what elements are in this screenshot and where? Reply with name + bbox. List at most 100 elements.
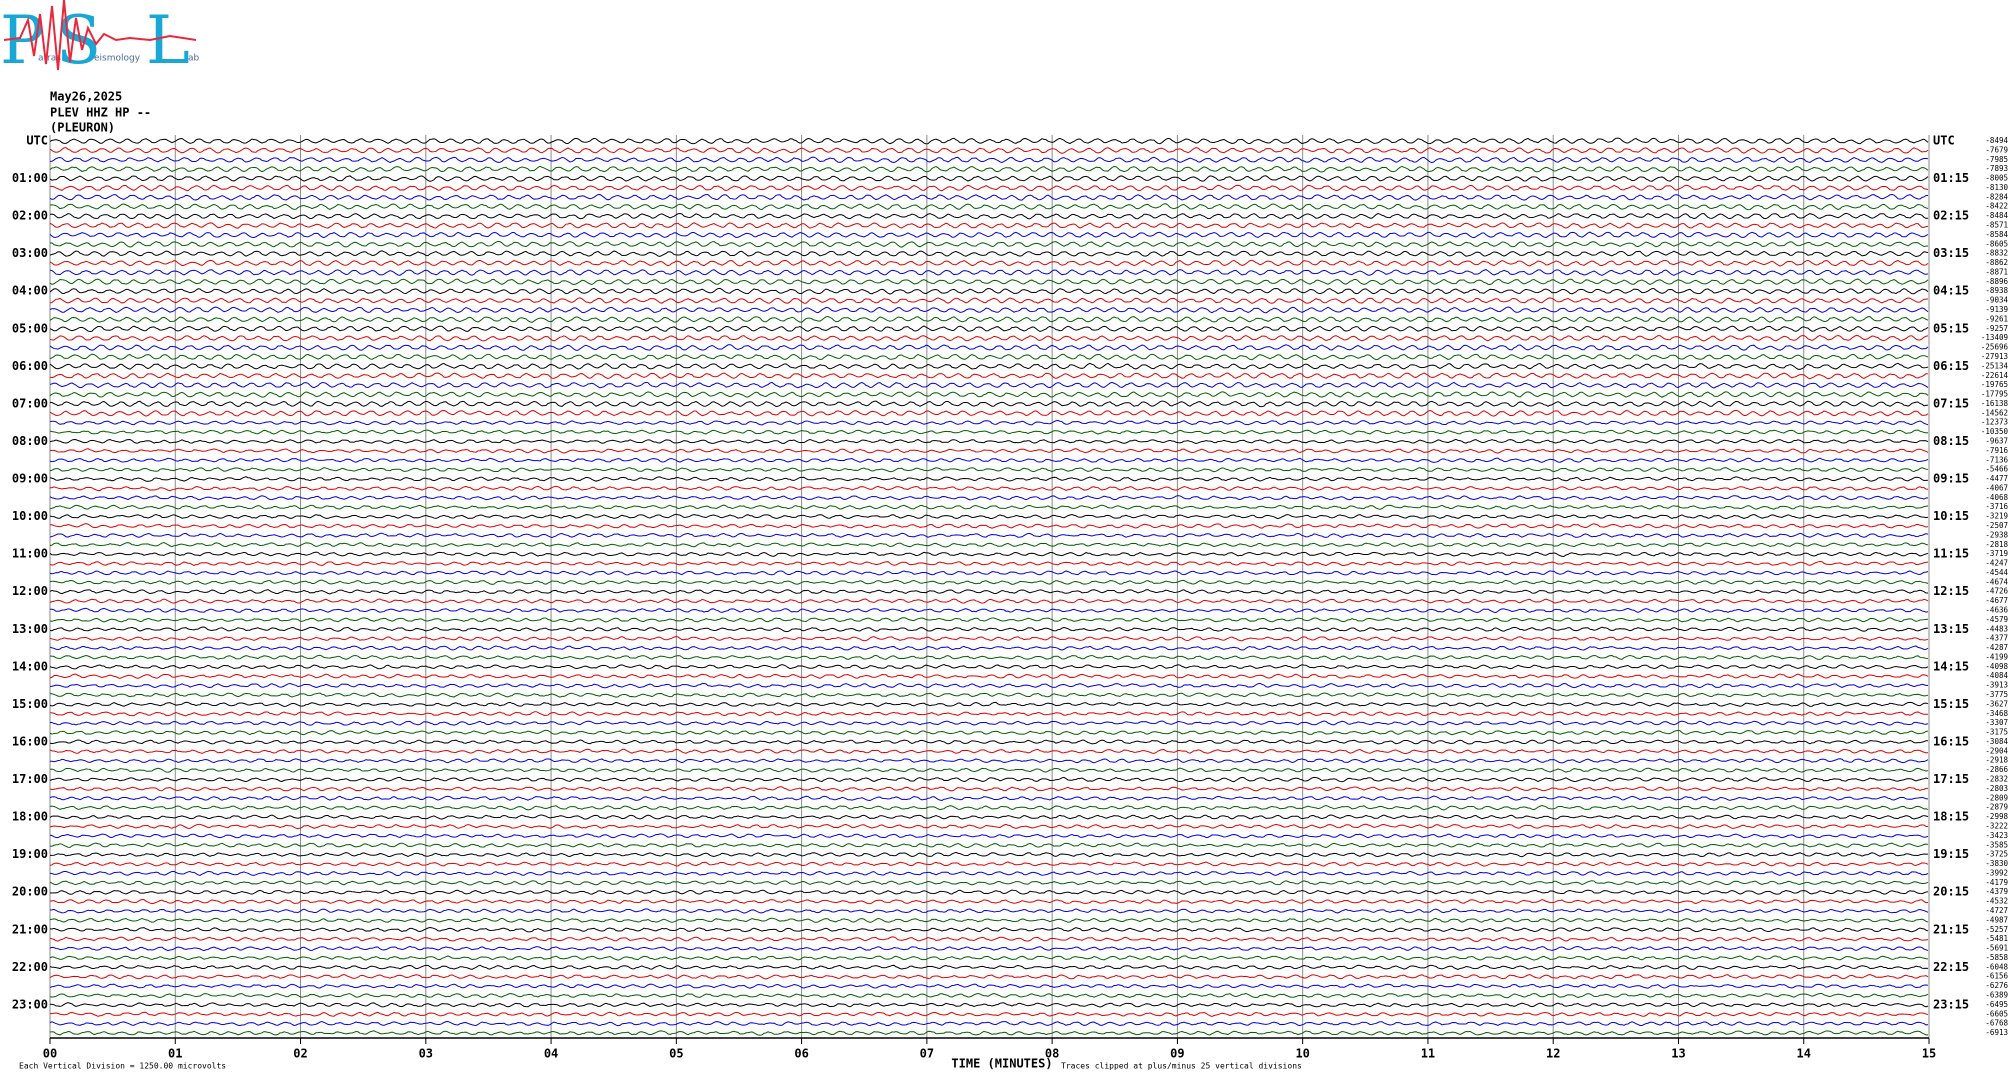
trace-offset: -8130 xyxy=(1985,183,2008,192)
left-time-label: 05:00 xyxy=(12,321,48,335)
trace xyxy=(49,861,1929,867)
trace-offset: -10350 xyxy=(1981,427,2009,436)
x-tick-label: 10 xyxy=(1295,1047,1309,1061)
trace xyxy=(49,448,1929,454)
trace-offset: -3716 xyxy=(1985,502,2008,511)
trace xyxy=(49,429,1929,435)
trace xyxy=(49,495,1929,501)
right-time-label: 16:15 xyxy=(1933,734,1969,748)
right-time-label: 04:15 xyxy=(1933,284,1969,298)
trace xyxy=(49,823,1929,830)
x-tick-label: 00 xyxy=(43,1047,57,1061)
logo: P S L atras eismology ab xyxy=(0,0,200,79)
trace xyxy=(49,917,1929,923)
trace-offset: -9139 xyxy=(1985,305,2008,314)
trace xyxy=(49,513,1929,520)
trace-offset: -4098 xyxy=(1985,662,2008,671)
trace xyxy=(49,485,1929,492)
trace-offset: -7985 xyxy=(1985,155,2008,164)
trace xyxy=(49,926,1929,933)
trace-offset: -6048 xyxy=(1985,962,2008,971)
x-tick-label: 14 xyxy=(1797,1047,1811,1061)
right-time-label: 06:15 xyxy=(1933,359,1969,373)
left-time-label: 20:00 xyxy=(12,885,48,899)
x-tick-label: 12 xyxy=(1546,1047,1560,1061)
trace-offset: -2809 xyxy=(1985,793,2008,802)
trace xyxy=(49,645,1929,651)
trace xyxy=(49,523,1929,529)
x-tick-label: 07 xyxy=(920,1047,934,1061)
trace xyxy=(49,175,1929,182)
trace xyxy=(49,626,1929,633)
x-tick-label: 09 xyxy=(1170,1047,1184,1061)
trace-offset: -9637 xyxy=(1985,436,2008,445)
trace-offset: -5466 xyxy=(1985,465,2008,474)
trace-offset: -4532 xyxy=(1985,897,2008,906)
x-tick-label: 01 xyxy=(168,1047,182,1061)
trace xyxy=(49,898,1929,905)
trace xyxy=(49,532,1929,539)
trace-offset: -22614 xyxy=(1981,371,2009,380)
trace xyxy=(49,353,1929,361)
trace-offset: -3725 xyxy=(1985,850,2008,859)
left-time-label: 17:00 xyxy=(12,772,48,786)
trace-offset: -7916 xyxy=(1985,446,2008,455)
trace xyxy=(49,542,1929,548)
trace-offset: -14562 xyxy=(1981,408,2008,417)
left-time-label: 04:00 xyxy=(12,284,48,298)
trace-offset: -8005 xyxy=(1985,174,2008,183)
trace xyxy=(49,720,1929,726)
trace xyxy=(49,767,1929,773)
trace xyxy=(49,137,1929,145)
trace xyxy=(49,945,1929,952)
right-time-label: 19:15 xyxy=(1933,847,1969,861)
scale-note: Each Vertical Division = 1250.00 microvo… xyxy=(19,1062,226,1071)
trace xyxy=(49,786,1929,792)
left-time-label: 18:00 xyxy=(12,810,48,824)
trace xyxy=(49,222,1929,229)
trace xyxy=(49,147,1929,154)
station: PLEV HHZ HP -- xyxy=(50,106,151,120)
trace xyxy=(49,889,1929,895)
trace xyxy=(49,476,1929,482)
trace-offset: -17795 xyxy=(1981,390,2008,399)
trace-offset: -2904 xyxy=(1985,746,2008,755)
trace-offset: -2918 xyxy=(1985,756,2008,765)
trace xyxy=(49,598,1929,604)
x-tick-label: 03 xyxy=(419,1047,433,1061)
right-time-label: 14:15 xyxy=(1933,659,1969,673)
trace xyxy=(49,964,1929,970)
trace xyxy=(49,936,1929,942)
trace xyxy=(49,391,1929,398)
left-time-label: 03:00 xyxy=(12,246,48,260)
trace-offset: -2938 xyxy=(1985,530,2008,539)
trace-offset: -4287 xyxy=(1985,643,2008,652)
right-time-label: 08:15 xyxy=(1933,434,1969,448)
trace xyxy=(49,240,1929,248)
trace-offset: -4068 xyxy=(1985,493,2008,502)
trace xyxy=(49,589,1929,595)
trace-offset: -12373 xyxy=(1981,418,2008,427)
trace-offset: -5481 xyxy=(1985,934,2008,943)
trace-offset: -3423 xyxy=(1985,831,2008,840)
trace xyxy=(49,664,1929,670)
x-tick-label: 15 xyxy=(1922,1047,1936,1061)
clip-note: Traces clipped at plus/minus 25 vertical… xyxy=(1061,1062,1302,1071)
trace-offset: -4084 xyxy=(1985,671,2008,680)
trace xyxy=(49,701,1929,707)
date: May26,2025 xyxy=(50,90,122,104)
trace xyxy=(49,438,1929,445)
trace-offset: -6389 xyxy=(1985,990,2008,999)
left-time-label: UTC xyxy=(26,134,48,148)
trace xyxy=(49,758,1929,764)
right-time-label: 01:15 xyxy=(1933,171,1969,185)
trace xyxy=(49,400,1929,408)
trace-offset: -3219 xyxy=(1985,512,2008,521)
right-time-label: 09:15 xyxy=(1933,472,1969,486)
trace xyxy=(49,250,1929,257)
logo-text: ab xyxy=(188,54,200,64)
left-time-label: 22:00 xyxy=(12,960,48,974)
trace-offset: -3468 xyxy=(1985,709,2008,718)
trace-offset: -3307 xyxy=(1985,718,2008,727)
